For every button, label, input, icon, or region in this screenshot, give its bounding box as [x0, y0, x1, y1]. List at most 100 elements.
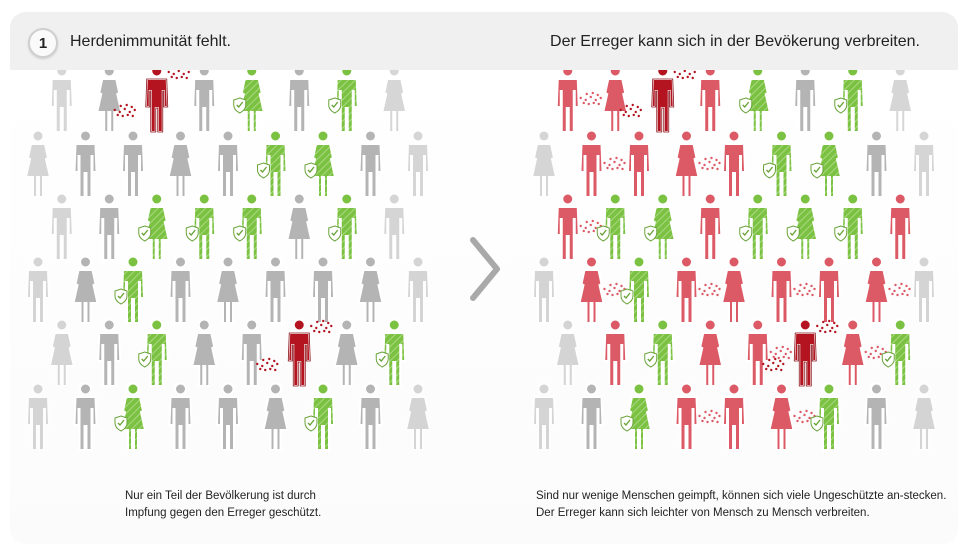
unprotected-person	[25, 382, 51, 451]
unprotected-person	[910, 382, 938, 451]
vaccinated-person	[786, 192, 819, 261]
shield-check-icon	[328, 97, 342, 114]
vaccinated-person	[834, 70, 865, 133]
pathogen-dots-icon	[888, 282, 911, 297]
unprotected-person	[24, 129, 52, 198]
unprotected-person	[531, 382, 557, 451]
infected-person	[579, 129, 604, 198]
shield-check-icon	[763, 162, 776, 179]
unprotected-person	[48, 318, 75, 387]
pathogen-dots-icon	[256, 357, 279, 372]
unprotected-person	[72, 255, 99, 324]
unprotected-person	[191, 318, 218, 387]
shield-check-icon	[114, 415, 128, 432]
infected-person	[555, 192, 580, 261]
shield-check-icon	[644, 351, 658, 368]
unprotected-person	[215, 382, 241, 451]
unprotected-person	[214, 255, 242, 324]
infected-person	[793, 318, 818, 387]
vaccinated-person	[328, 70, 359, 133]
vaccinated-person	[138, 318, 169, 387]
unprotected-person	[357, 255, 384, 324]
unprotected-person	[263, 255, 288, 324]
infected-person	[287, 318, 312, 387]
infected-person	[674, 382, 699, 451]
left-population-group	[24, 70, 432, 451]
unprotected-person	[358, 129, 383, 198]
infected-person	[555, 70, 580, 133]
shield-check-icon	[834, 225, 848, 242]
shield-check-icon	[233, 225, 247, 242]
vaccinated-person	[620, 382, 653, 451]
infected-person	[720, 255, 748, 324]
pathogen-dots-icon	[769, 345, 792, 360]
infected-person	[626, 129, 652, 198]
unprotected-person	[554, 318, 581, 387]
pathogen-dots-icon	[762, 357, 785, 372]
shield-check-icon	[786, 225, 800, 242]
shield-check-icon	[138, 351, 152, 368]
unprotected-person	[887, 70, 914, 133]
pathogen-dots-icon	[673, 70, 696, 80]
infected-person	[888, 192, 913, 261]
vaccinated-person	[138, 192, 170, 261]
shield-check-icon	[114, 288, 128, 305]
unprotected-person	[168, 382, 193, 451]
unprotected-person	[793, 70, 818, 133]
pathogen-dots-icon	[698, 156, 721, 171]
unprotected-person	[382, 192, 407, 261]
infected-person	[578, 255, 605, 324]
vaccinated-person	[644, 192, 676, 261]
infected-person	[697, 318, 724, 387]
infected-person	[674, 255, 699, 324]
infected-person	[144, 70, 169, 133]
unprotected-person	[192, 70, 217, 133]
shield-check-icon	[881, 351, 895, 368]
infected-person	[769, 255, 794, 324]
shield-check-icon	[810, 415, 824, 432]
pathogen-dots-icon	[698, 282, 721, 297]
vaccinated-person	[596, 192, 628, 261]
vaccinated-person	[304, 382, 336, 451]
unprotected-person	[287, 70, 312, 133]
vaccinated-person	[763, 129, 794, 198]
infected-person	[698, 70, 723, 133]
infected-person	[863, 255, 890, 324]
unprotected-person	[73, 129, 98, 198]
infected-person	[745, 318, 770, 387]
infected-person	[650, 70, 675, 133]
unprotected-person	[97, 318, 122, 387]
infected-person	[768, 382, 795, 451]
unprotected-person	[531, 255, 557, 324]
unprotected-person	[49, 70, 74, 133]
pathogen-dots-icon	[793, 282, 816, 297]
unprotected-person	[530, 129, 558, 198]
shield-check-icon	[233, 97, 247, 114]
pathogen-dots-icon	[310, 319, 333, 334]
shield-check-icon	[644, 225, 658, 242]
vaccinated-person	[375, 318, 407, 387]
unprotected-person	[167, 129, 194, 198]
unprotected-person	[404, 382, 432, 451]
unprotected-person	[911, 255, 937, 324]
vaccinated-person	[810, 129, 843, 198]
pathogen-dots-icon	[619, 103, 642, 118]
unprotected-person	[333, 318, 360, 387]
left-panel-title: Herdenimmunität fehlt.	[70, 33, 231, 50]
vaccinated-person	[739, 70, 771, 133]
unprotected-person	[405, 129, 431, 198]
shield-check-icon	[138, 225, 152, 242]
infected-person	[698, 192, 723, 261]
unprotected-person	[49, 192, 74, 261]
vaccinated-person	[881, 318, 913, 387]
infected-person	[673, 129, 700, 198]
unprotected-person	[73, 382, 98, 451]
infected-person	[721, 129, 747, 198]
unprotected-person	[239, 318, 264, 387]
pathogen-dots-icon	[698, 409, 721, 424]
unprotected-person	[864, 129, 889, 198]
unprotected-person	[97, 192, 122, 261]
vaccinated-person	[185, 192, 217, 261]
unprotected-person	[405, 255, 431, 324]
vaccinated-person	[834, 192, 865, 261]
